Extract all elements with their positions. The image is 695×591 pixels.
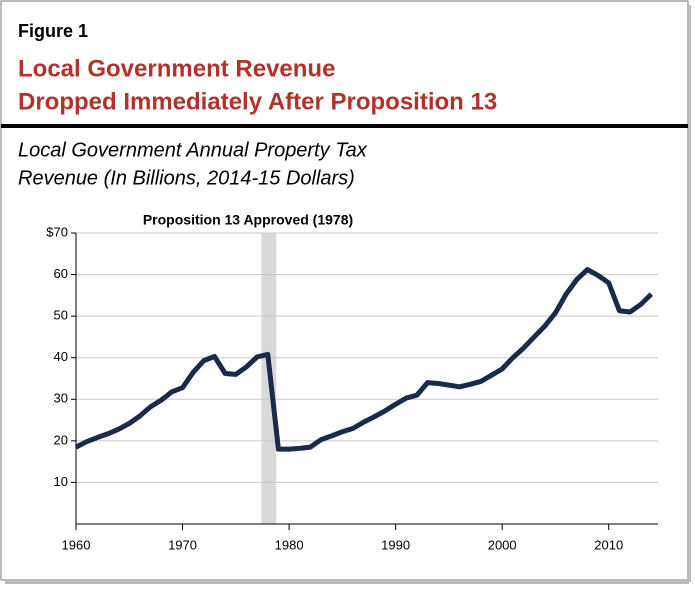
x-tick-label: 1970 xyxy=(168,537,197,552)
frame xyxy=(0,0,689,581)
x-tick-label: 1960 xyxy=(62,537,91,552)
line xyxy=(74,267,654,452)
y-tick-label: 60 xyxy=(54,266,68,281)
y-tick-label: $70 xyxy=(46,224,68,239)
chart-title: Dropped Immediately After Proposition 13 xyxy=(18,88,497,115)
y-tick-label: 40 xyxy=(54,349,68,364)
y-tick-label: 10 xyxy=(54,474,68,489)
x-tick-label: 2000 xyxy=(488,537,517,552)
subtitle: Local Government Annual Property Tax xyxy=(18,139,368,161)
y-tick-label: 50 xyxy=(54,308,68,323)
subtitle: Revenue (In Billions, 2014-15 Dollars) xyxy=(18,167,355,189)
annotation: Proposition 13 Approved (1978) xyxy=(143,212,353,228)
x-tick-label: 1980 xyxy=(275,537,304,552)
figure-label: Figure 1 xyxy=(18,21,88,41)
y-tick-label: 20 xyxy=(54,432,68,447)
x-tick-label: 2010 xyxy=(594,537,623,552)
y-tick-label: 30 xyxy=(54,391,68,406)
chart-title: Local Government Revenue xyxy=(18,55,335,82)
x-tick-label: 1990 xyxy=(381,537,410,552)
